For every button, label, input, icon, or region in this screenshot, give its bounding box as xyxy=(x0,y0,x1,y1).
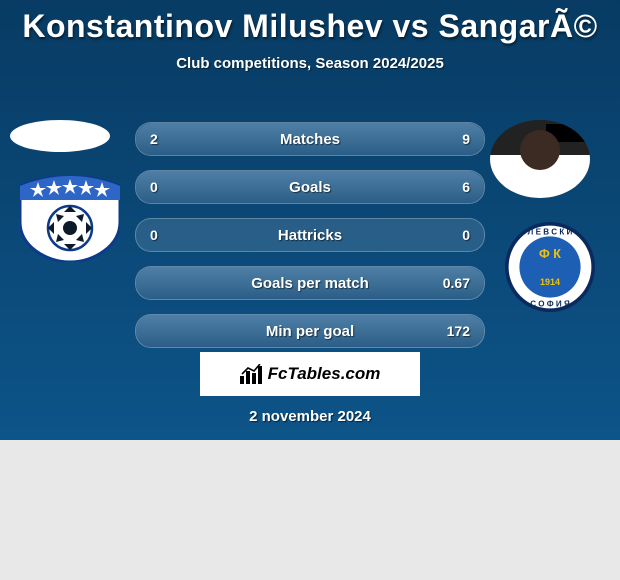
club-left-emblem xyxy=(20,176,120,262)
stat-right-value: 172 xyxy=(447,315,470,347)
stat-label: Hattricks xyxy=(136,219,484,251)
stat-row: 0 Hattricks 0 xyxy=(135,218,485,252)
date-text: 2 november 2024 xyxy=(0,408,620,425)
svg-text:Ф К: Ф К xyxy=(539,247,561,261)
stat-label: Matches xyxy=(136,123,484,155)
stat-right-value: 0.67 xyxy=(443,267,470,299)
stat-row: 0 Goals 6 xyxy=(135,170,485,204)
stat-label: Goals per match xyxy=(136,267,484,299)
player-right-avatar xyxy=(490,120,590,198)
brand-text: FcTables.com xyxy=(268,364,381,384)
comparison-card: Konstantinov Milushev vs SangarÃ© Club c… xyxy=(0,0,620,440)
svg-text:С О Ф И Я: С О Ф И Я xyxy=(530,300,570,309)
stat-row: Min per goal 172 xyxy=(135,314,485,348)
svg-text:Л Е В С К И: Л Е В С К И xyxy=(528,228,573,237)
stat-row: Goals per match 0.67 xyxy=(135,266,485,300)
stat-label: Min per goal xyxy=(136,315,484,347)
stat-row: 2 Matches 9 xyxy=(135,122,485,156)
club-right-emblem: Ф К 1914 Л Е В С К И С О Ф И Я xyxy=(500,222,600,312)
page-title: Konstantinov Milushev vs SangarÃ© xyxy=(0,0,620,45)
svg-text:1914: 1914 xyxy=(540,277,560,287)
brand-link[interactable]: FcTables.com xyxy=(200,352,420,396)
stat-right-value: 0 xyxy=(462,219,470,251)
player-left-avatar xyxy=(10,120,110,152)
stats-container: 2 Matches 9 0 Goals 6 0 Hattricks 0 Goal… xyxy=(135,122,485,348)
stat-right-value: 9 xyxy=(462,123,470,155)
stat-right-value: 6 xyxy=(462,171,470,203)
subtitle: Club competitions, Season 2024/2025 xyxy=(0,55,620,72)
chart-icon xyxy=(240,364,262,384)
stat-label: Goals xyxy=(136,171,484,203)
